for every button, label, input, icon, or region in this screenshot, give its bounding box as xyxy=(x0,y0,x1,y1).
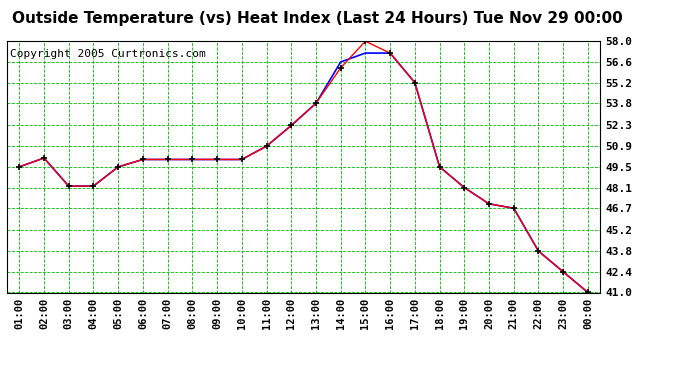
Text: Outside Temperature (vs) Heat Index (Last 24 Hours) Tue Nov 29 00:00: Outside Temperature (vs) Heat Index (Las… xyxy=(12,11,623,26)
Text: Copyright 2005 Curtronics.com: Copyright 2005 Curtronics.com xyxy=(10,49,206,59)
